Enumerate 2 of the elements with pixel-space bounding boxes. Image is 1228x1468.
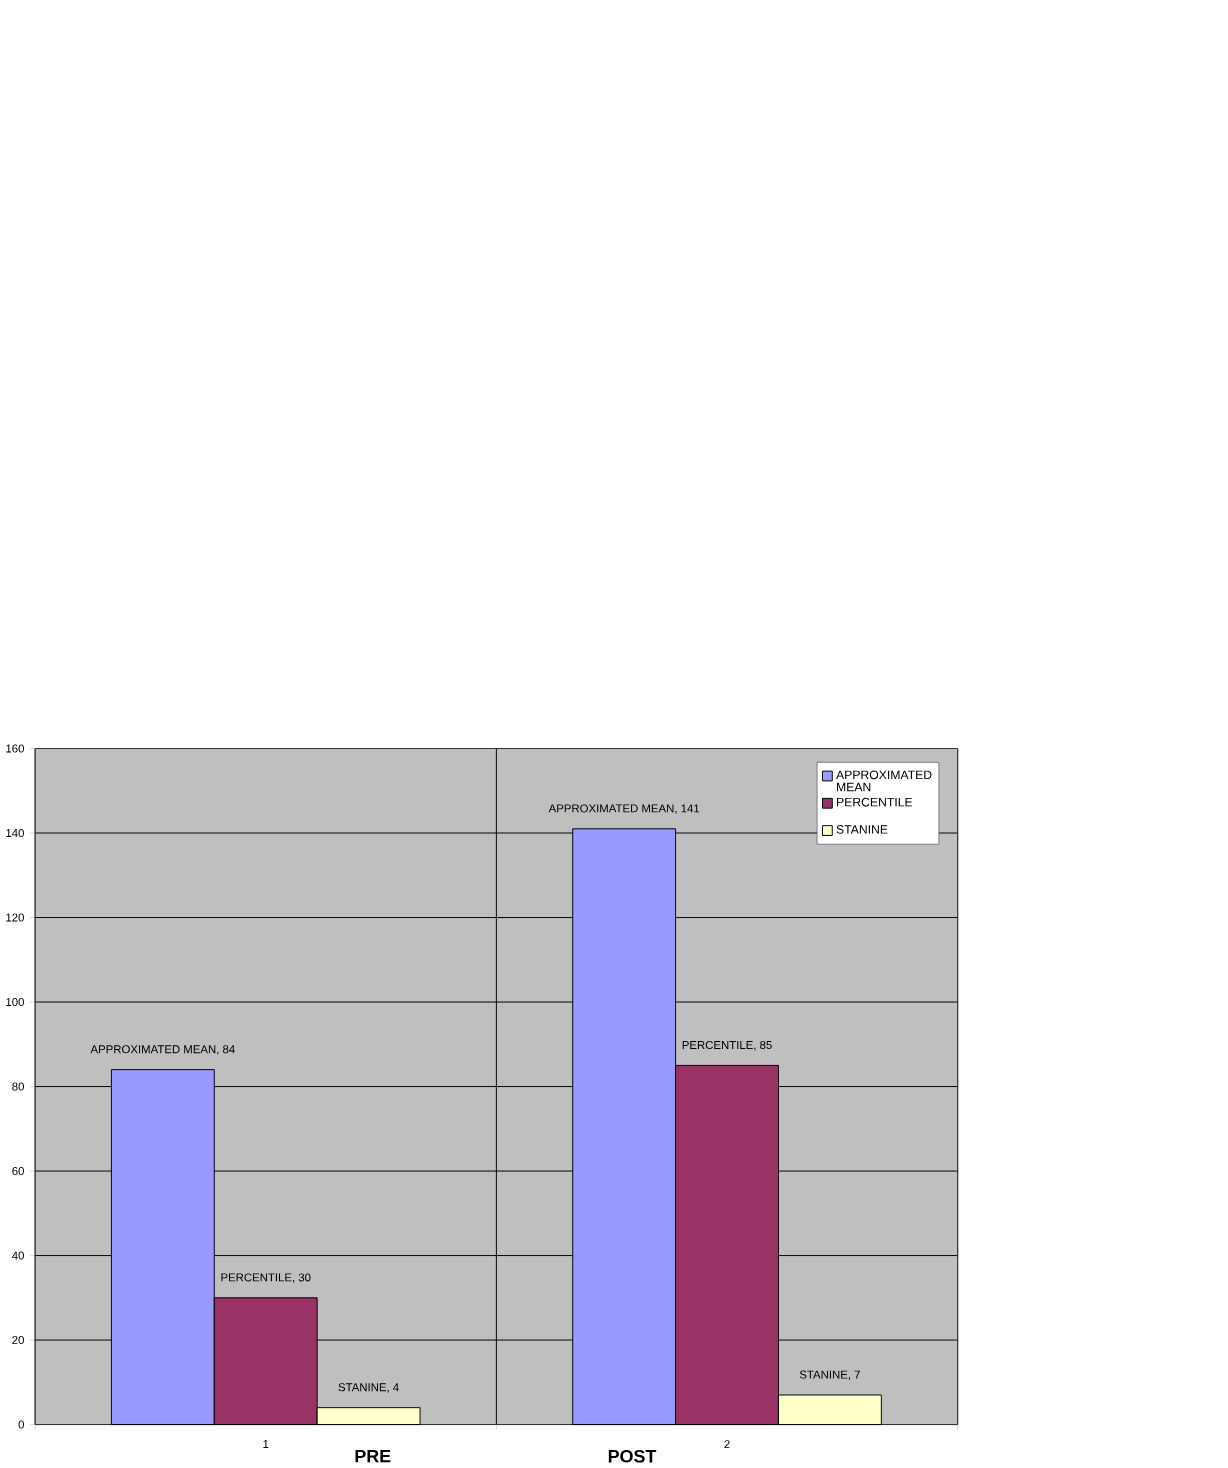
text: PRE xyxy=(355,1449,390,1463)
text: POST xyxy=(608,1449,656,1463)
